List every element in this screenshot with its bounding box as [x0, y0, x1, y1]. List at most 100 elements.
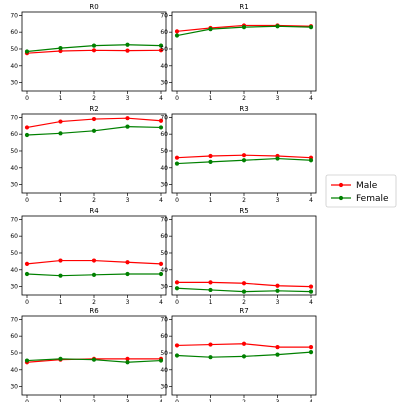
x-tick-label: 3 [126, 197, 130, 204]
y-tick-label: 30 [160, 80, 168, 87]
data-point-female [125, 271, 130, 277]
y-tick-label: 70 [160, 216, 168, 223]
subplot-title: R1 [239, 3, 248, 11]
x-tick-label: 4 [309, 299, 313, 306]
data-point-female [174, 161, 180, 166]
data-point-female [24, 49, 30, 54]
y-tick-label: 60 [160, 233, 168, 240]
y-tick-label: 40 [10, 63, 18, 70]
data-point-male [24, 261, 30, 267]
x-tick-label: 0 [25, 197, 29, 204]
subplot-title: R6 [89, 307, 99, 315]
y-tick-label: 30 [10, 182, 18, 189]
subplot-title: R3 [239, 105, 248, 113]
y-tick-label: 50 [10, 250, 18, 257]
subplot-title: R4 [89, 207, 99, 215]
data-point-female [158, 271, 164, 277]
y-tick-label: 50 [160, 148, 168, 155]
data-point-female [241, 289, 247, 294]
y-tick-label: 60 [10, 233, 18, 240]
data-point-female [174, 33, 180, 38]
x-tick-label: 0 [25, 399, 29, 402]
x-tick-label: 4 [159, 299, 163, 306]
data-point-male [58, 258, 63, 263]
subplot-r2: R2 30 40 50 60 70 0 1 2 3 4 [10, 105, 167, 204]
x-tick-label: 4 [309, 197, 313, 204]
legend-label-female: Female [356, 194, 389, 204]
data-point-male [174, 343, 180, 348]
data-point-male [158, 261, 164, 267]
subplot-r3: R3 30 40 50 60 70 0 1 2 3 4 [160, 105, 317, 204]
data-point-female [308, 158, 314, 163]
data-point-male [174, 29, 180, 34]
x-tick-label: 1 [59, 197, 63, 204]
y-tick-label: 60 [10, 29, 18, 36]
data-point-female [308, 350, 314, 355]
x-tick-label: 4 [309, 399, 313, 402]
data-point-female [174, 286, 180, 291]
data-point-male [91, 48, 97, 53]
y-tick-label: 70 [160, 316, 168, 323]
data-point-female [125, 124, 130, 129]
data-point-male [174, 155, 180, 160]
y-tick-label: 30 [160, 182, 168, 189]
data-point-male [208, 153, 213, 159]
y-tick-label: 60 [160, 29, 168, 36]
data-point-male [91, 258, 97, 263]
y-tick-label: 30 [10, 80, 18, 87]
data-point-male [125, 48, 130, 53]
y-tick-label: 50 [160, 46, 168, 53]
data-point-male [174, 280, 180, 285]
x-tick-label: 2 [242, 399, 246, 402]
x-tick-label: 1 [209, 197, 213, 204]
data-point-female [241, 25, 247, 30]
subplot-r7: R7 30 40 50 60 70 0 1 2 3 4 [160, 307, 317, 402]
subplot-title: R2 [89, 105, 98, 113]
data-point-male [208, 280, 213, 285]
y-tick-label: 70 [160, 12, 168, 19]
x-tick-label: 1 [59, 95, 63, 102]
y-tick-label: 30 [160, 384, 168, 391]
legend-marker-male [338, 182, 344, 188]
y-tick-label: 30 [160, 284, 168, 291]
data-point-female [91, 128, 97, 133]
x-tick-label: 2 [242, 95, 246, 102]
x-tick-label: 3 [276, 399, 280, 402]
x-tick-label: 2 [242, 197, 246, 204]
data-point-female [174, 353, 180, 358]
y-tick-label: 30 [10, 284, 18, 291]
subplot-r0: R0 30 40 50 60 70 0 1 2 3 4 [10, 3, 167, 102]
legend: Male Female [325, 174, 397, 208]
x-tick-label: 3 [276, 95, 280, 102]
data-point-female [241, 158, 247, 163]
y-tick-label: 50 [160, 250, 168, 257]
data-point-female [208, 159, 213, 165]
x-tick-label: 3 [126, 95, 130, 102]
x-tick-label: 4 [159, 95, 163, 102]
data-point-female [58, 131, 63, 136]
y-tick-label: 50 [160, 350, 168, 357]
data-point-male [308, 284, 314, 289]
data-point-male [275, 344, 280, 350]
data-point-male [241, 153, 247, 158]
y-tick-label: 60 [160, 131, 168, 138]
x-tick-label: 4 [159, 197, 163, 204]
y-tick-label: 70 [10, 114, 18, 121]
y-tick-label: 50 [10, 46, 18, 53]
data-point-female [58, 46, 63, 51]
axes-frame [21, 113, 167, 194]
axes-frame [21, 315, 167, 396]
data-point-female [158, 43, 164, 48]
data-point-female [91, 272, 97, 277]
y-tick-label: 60 [160, 333, 168, 340]
x-tick-label: 2 [92, 299, 96, 306]
x-tick-label: 0 [175, 299, 179, 306]
legend-frame [325, 174, 397, 208]
data-point-male [308, 344, 314, 350]
data-point-female [24, 358, 30, 363]
y-tick-label: 70 [160, 114, 168, 121]
data-point-female [208, 355, 213, 360]
y-tick-label: 40 [160, 267, 168, 274]
legend-marker-female [338, 195, 344, 201]
data-point-female [24, 132, 30, 138]
